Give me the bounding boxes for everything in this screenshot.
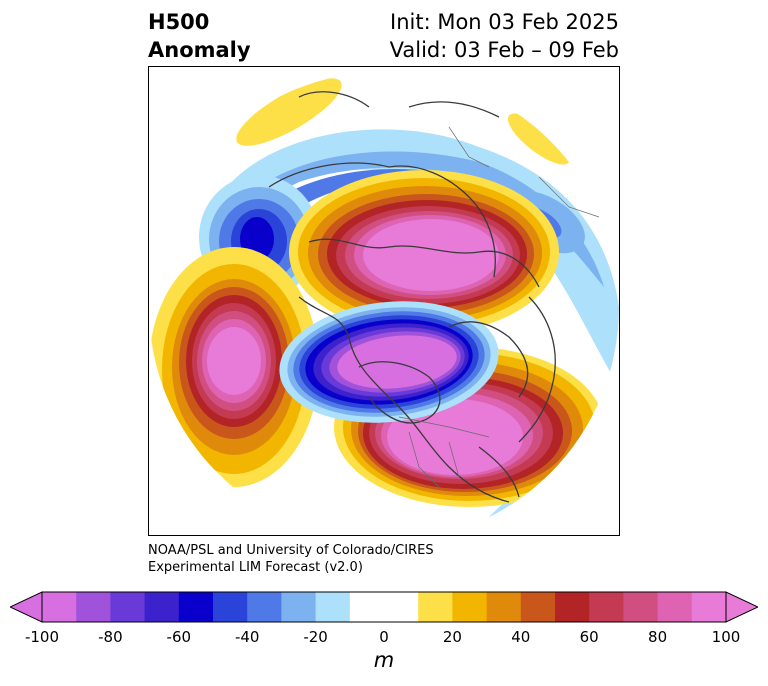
colorbar-cell <box>623 592 659 622</box>
colorbar-svg <box>8 591 760 623</box>
colorbar-min-arrow <box>8 591 43 623</box>
colorbar-cell <box>213 592 248 622</box>
colorbar-tick-label: 80 <box>648 628 668 646</box>
colorbar-tick-label: -20 <box>303 628 328 646</box>
positive-center-pacific <box>149 247 319 487</box>
colorbar-cell <box>691 592 727 622</box>
colorbar-cell <box>42 592 77 622</box>
colorbar-cell <box>657 592 693 622</box>
credit-text: NOAA/PSL and University of Colorado/CIRE… <box>148 542 434 576</box>
colorbar-cell <box>247 592 282 622</box>
colorbar-tick-label: 60 <box>579 628 599 646</box>
colorbar-tick-label: -80 <box>98 628 123 646</box>
colorbar-cell <box>555 592 590 622</box>
colorbar-tick-label: -60 <box>166 628 192 646</box>
map-panel <box>148 66 620 536</box>
plot-title-right: Init: Mon 03 Feb 2025 Valid: 03 Feb – 09… <box>390 8 619 64</box>
colorbar-tick-label: -40 <box>234 628 260 646</box>
credit-line-2: Experimental LIM Forecast (v2.0) <box>148 560 363 575</box>
colorbar-cell <box>384 592 419 622</box>
colorbar-max-arrow <box>725 591 760 623</box>
colorbar-cell <box>589 592 624 622</box>
colorbar-outline <box>41 591 727 623</box>
positive-center-arctic <box>289 170 559 334</box>
valid-range: Valid: 03 Feb – 09 Feb <box>389 38 619 62</box>
colorbar-cell <box>349 592 385 622</box>
coastlines <box>268 91 556 503</box>
colorbar-cell <box>486 592 522 622</box>
title-variable: H500 <box>148 10 210 34</box>
colorbar <box>8 590 760 628</box>
colorbar-cell <box>76 592 111 622</box>
colorbar-unit: m <box>373 648 395 672</box>
colorbar-cell <box>178 592 214 622</box>
colorbar-cell <box>418 592 453 622</box>
anomaly-map <box>149 72 619 535</box>
plot-title-left: H500 Anomaly <box>148 8 251 64</box>
colorbar-cell <box>144 592 180 622</box>
colorbar-cell <box>452 592 488 622</box>
colorbar-ticks: -100 -80 -60 -40 -20 0 20 40 60 80 100 <box>0 628 768 648</box>
colorbar-tick-label: 40 <box>511 628 531 646</box>
colorbar-tick-label: 20 <box>442 628 462 646</box>
colorbar-cell <box>520 592 556 622</box>
colorbar-tick-label: 0 <box>379 628 389 646</box>
colorbar-cell <box>110 592 146 622</box>
title-type: Anomaly <box>148 38 251 62</box>
colorbar-cell <box>315 592 351 622</box>
colorbar-cell <box>281 592 317 622</box>
positive-patches-north <box>236 78 570 165</box>
init-date: Init: Mon 03 Feb 2025 <box>390 10 619 34</box>
colorbar-tick-label: -100 <box>24 628 60 646</box>
colorbar-tick-label: 100 <box>711 628 741 646</box>
credit-line-1: NOAA/PSL and University of Colorado/CIRE… <box>148 543 434 558</box>
